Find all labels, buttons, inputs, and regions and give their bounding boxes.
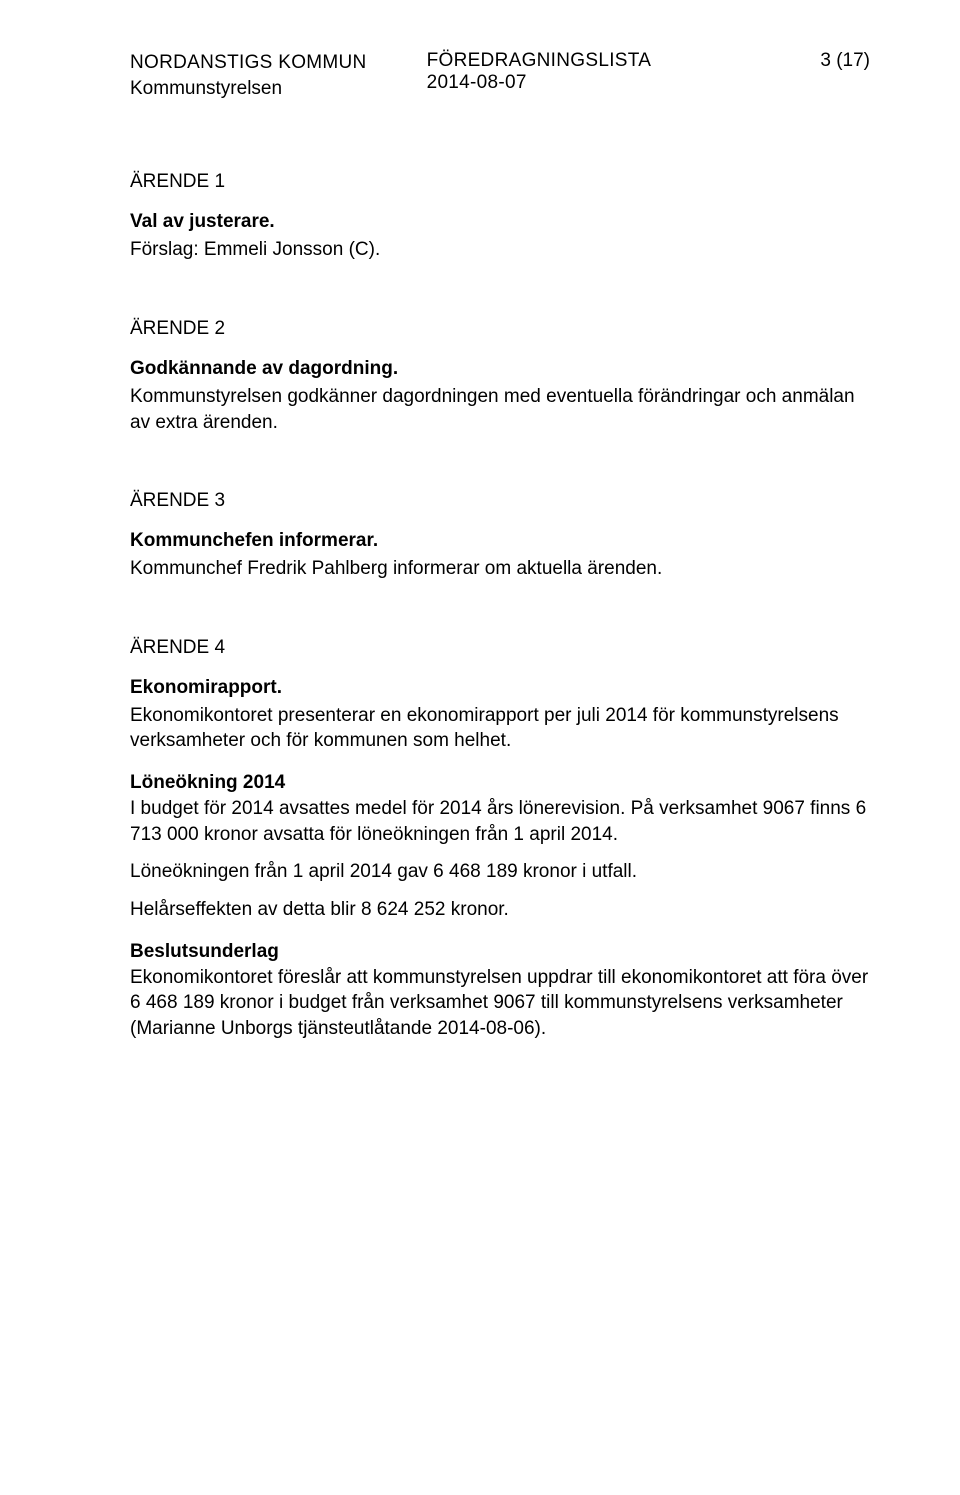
sub-heading: Beslutsunderlag [130,941,870,963]
agenda-body: Kommunchef Fredrik Pahlberg informerar o… [130,556,870,582]
agenda-label: ÄRENDE 3 [130,490,870,512]
agenda-body: I budget för 2014 avsattes medel för 201… [130,796,870,847]
agenda-title: Ekonomirapport. [130,677,870,699]
agenda-label: ÄRENDE 1 [130,171,870,193]
agenda-item-1: ÄRENDE 1 Val av justerare. Förslag: Emme… [130,171,870,263]
agenda-title: Val av justerare. [130,211,870,233]
agenda-label: ÄRENDE 4 [130,637,870,659]
unit-name: Kommunstyrelsen [130,76,367,102]
agenda-body: Löneökningen från 1 april 2014 gav 6 468… [130,859,870,885]
header-center: FÖREDRAGNINGSLISTA 2014-08-07 [367,50,801,94]
doc-date: 2014-08-07 [427,72,801,94]
agenda-body: Förslag: Emmeli Jonsson (C). [130,237,870,263]
doc-type: FÖREDRAGNINGSLISTA [427,50,801,72]
sub-heading: Löneökning 2014 [130,772,870,794]
agenda-title: Godkännande av dagordning. [130,358,870,380]
agenda-body: Helårseffekten av detta blir 8 624 252 k… [130,897,870,923]
page-ref: 3 (17) [800,50,870,72]
agenda-body: Ekonomikontoret föreslår att kommunstyre… [130,965,870,1042]
agenda-label: ÄRENDE 2 [130,318,870,340]
agenda-title: Kommunchefen informerar. [130,530,870,552]
org-name: NORDANSTIGS KOMMUN [130,50,367,76]
agenda-body: Ekonomikontoret presenterar en ekonomira… [130,703,870,754]
agenda-item-2: ÄRENDE 2 Godkännande av dagordning. Komm… [130,318,870,435]
agenda-item-4: ÄRENDE 4 Ekonomirapport. Ekonomikontoret… [130,637,870,1042]
header-left: NORDANSTIGS KOMMUN Kommunstyrelsen [130,50,367,101]
page-header: NORDANSTIGS KOMMUN Kommunstyrelsen FÖRED… [130,50,870,101]
agenda-body: Kommunstyrelsen godkänner dagordningen m… [130,384,870,435]
page: NORDANSTIGS KOMMUN Kommunstyrelsen FÖRED… [0,0,960,1495]
agenda-item-3: ÄRENDE 3 Kommunchefen informerar. Kommun… [130,490,870,582]
